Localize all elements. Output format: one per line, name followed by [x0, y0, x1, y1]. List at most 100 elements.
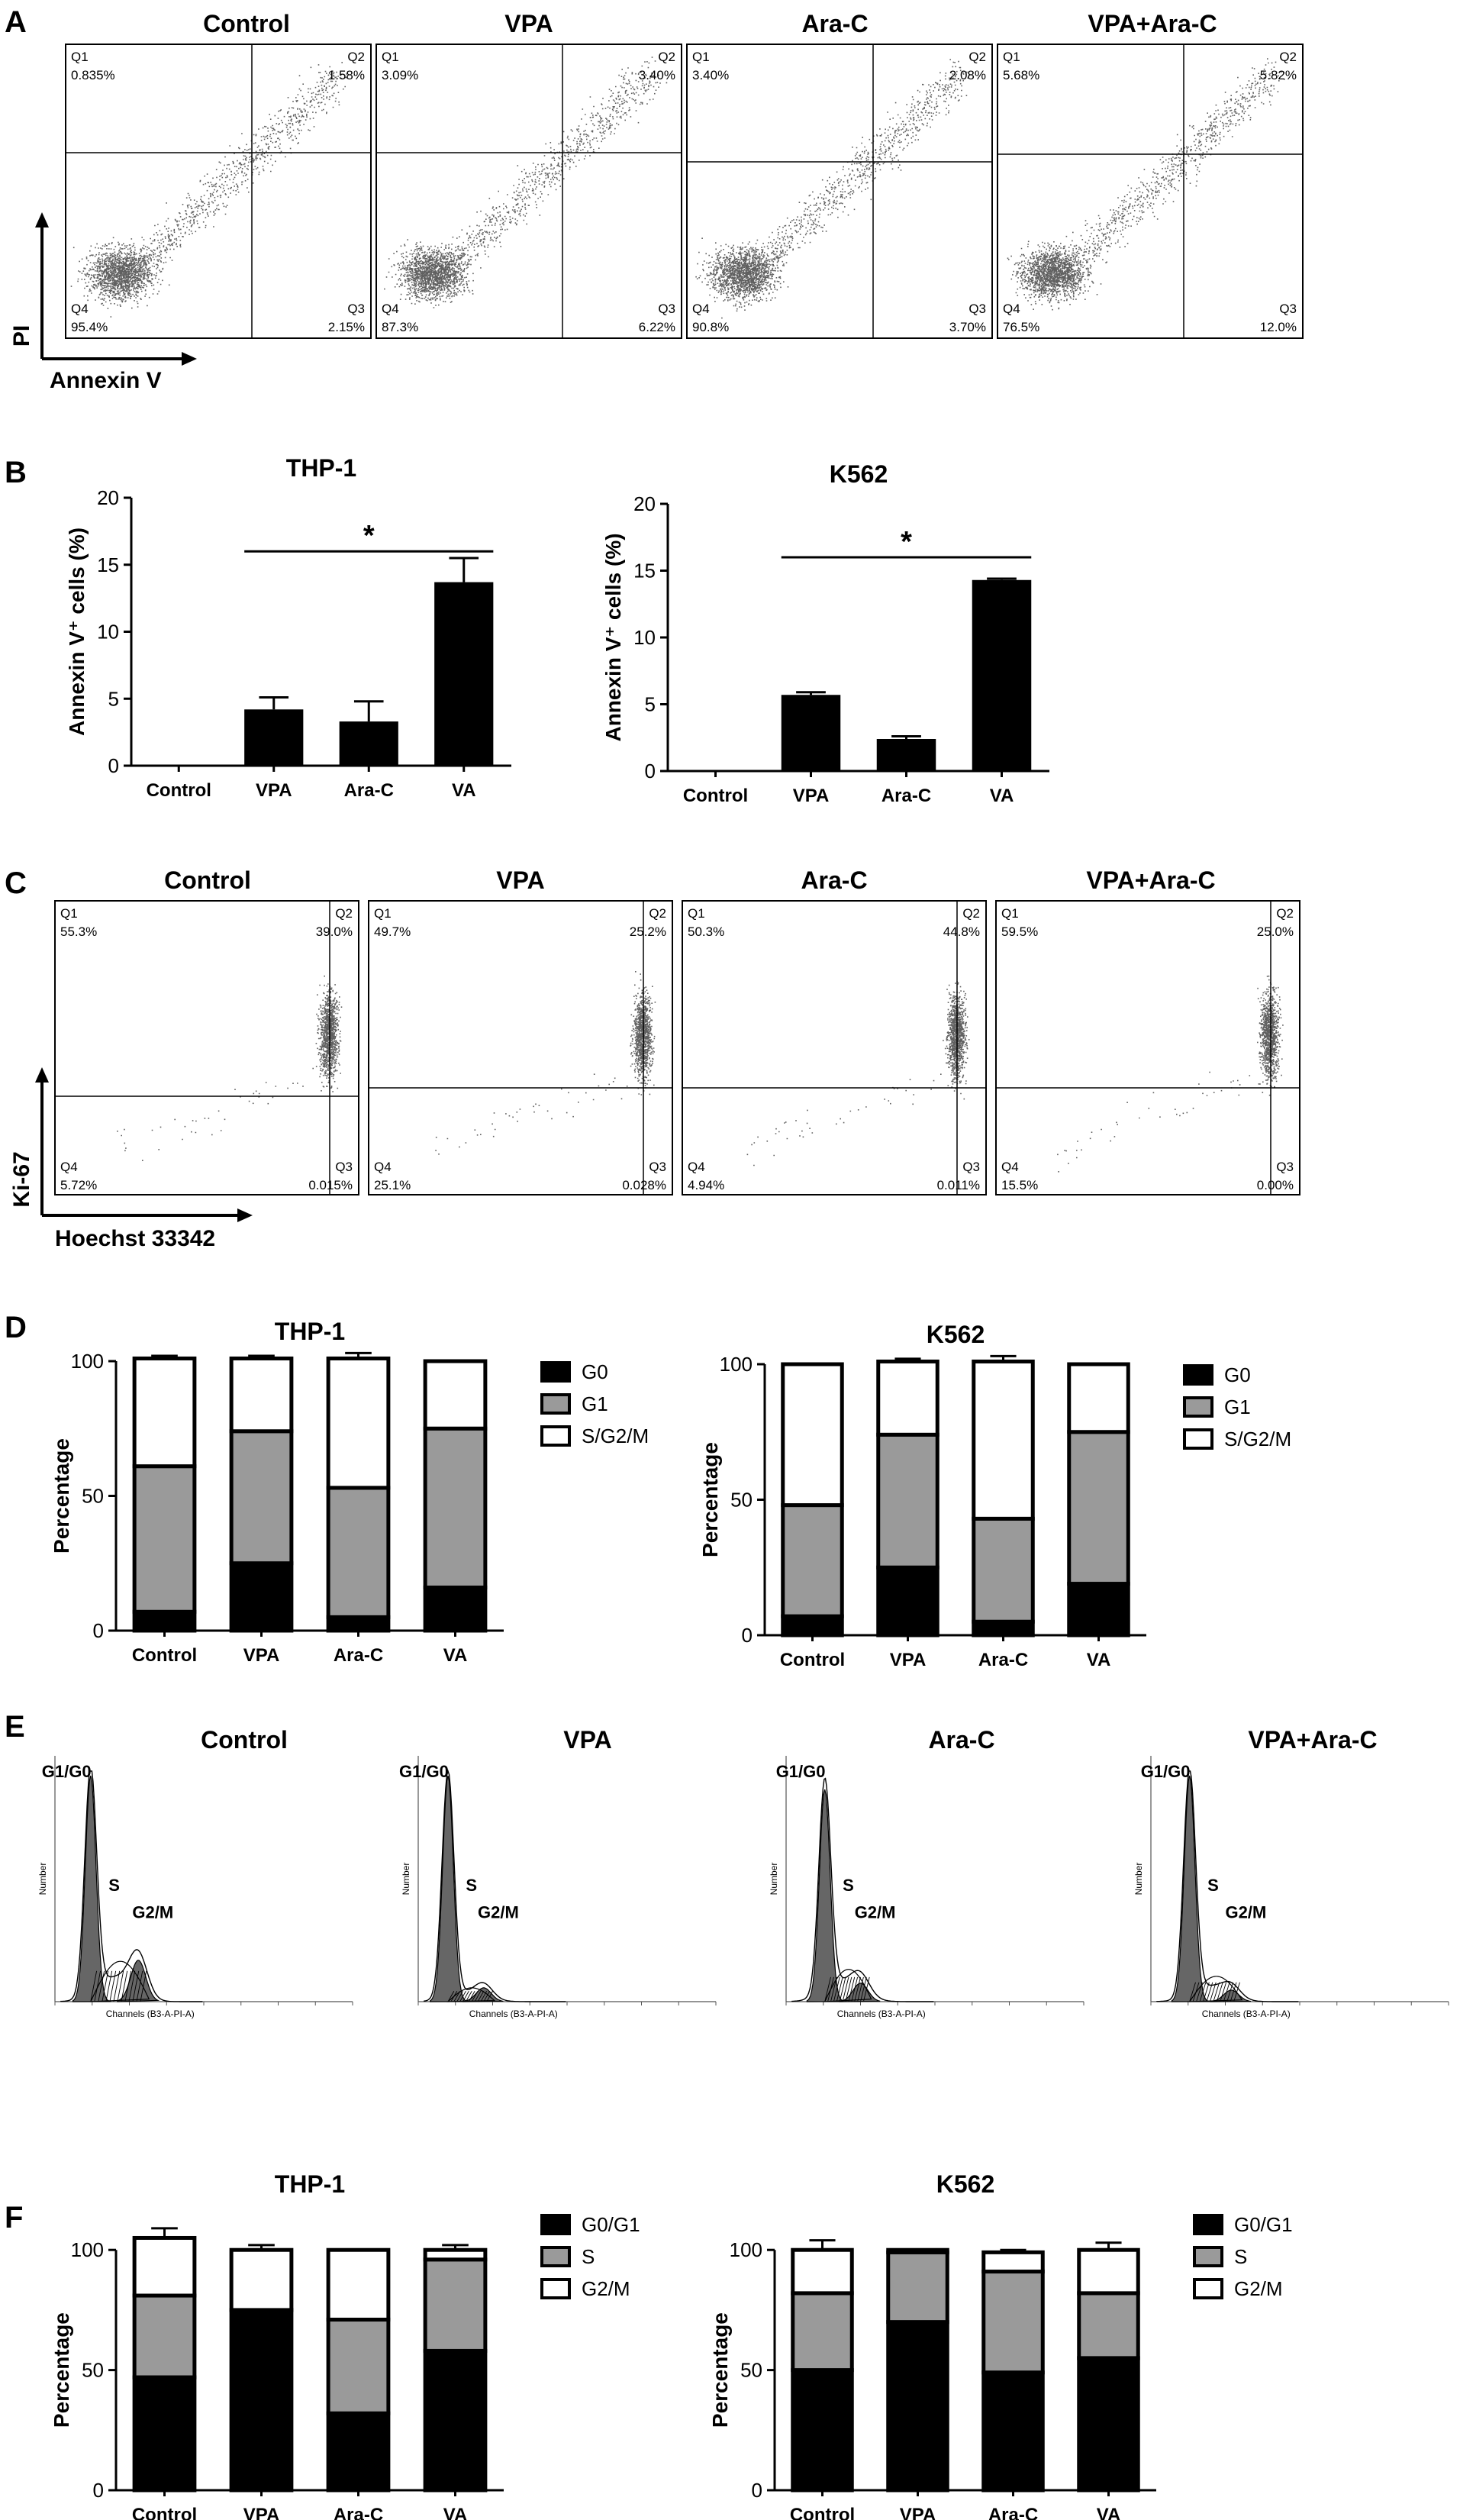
x-tick-label: VPA — [256, 780, 292, 801]
q4-value: 4.94% — [688, 1178, 724, 1192]
stacked-segment — [229, 2247, 294, 2312]
s-phase-hatch — [860, 1976, 867, 2002]
q1-label: Q1 — [1003, 50, 1020, 64]
stacked-segment — [1077, 2356, 1140, 2493]
stacked-segment — [229, 1561, 294, 1633]
x-axis-label-hoechst: Hoechst 33342 — [55, 1226, 215, 1251]
stacked-segment — [326, 1486, 391, 1619]
s-phase-hatch — [833, 1976, 840, 2002]
x-tick-label: VPA — [243, 1645, 280, 1666]
y-tick-label: 10 — [633, 626, 656, 649]
x-tick-label: Ara-C — [334, 1645, 383, 1666]
panel-letter-a: A — [5, 5, 27, 39]
y-tick-label: 0 — [742, 1624, 753, 1647]
stacked-segment — [781, 1614, 844, 1638]
legend-label: S/G2/M — [1224, 1428, 1291, 1450]
g1-peak — [1171, 1775, 1210, 2002]
stacked-segment — [791, 2247, 854, 2296]
panel-letter-d: D — [5, 1311, 27, 1344]
flow-frame — [686, 44, 993, 339]
dot-cloud — [117, 975, 343, 1161]
histogram-envelope — [60, 1770, 203, 2002]
stacked-segment — [229, 1356, 294, 1434]
flow-title: VPA — [496, 866, 544, 894]
chart-title: THP-1 — [275, 1318, 345, 1345]
legend-swatch — [1193, 2214, 1223, 2235]
dot-cloud — [1007, 58, 1285, 311]
stacked-segment — [229, 1429, 294, 1566]
stacked-segment — [132, 2375, 197, 2493]
stacked-segment — [886, 2320, 949, 2493]
s-phase-hatch — [827, 1976, 834, 2002]
label-g1-g0: G1/G0 — [776, 1762, 826, 1781]
q4-value: 87.3% — [382, 320, 418, 334]
stacked-segment — [791, 2291, 854, 2373]
axis-arrows-c: Ki-67 Hoechst 33342 — [9, 1067, 253, 1251]
flow-plot-a-vpa-arac: VPA+Ara-C Q1 5.68% Q2 5.82% Q4 76.5% Q3 … — [997, 10, 1304, 339]
s-phase-hatch — [857, 1976, 864, 2002]
s-phase-hatch — [854, 1976, 861, 2002]
s-phase-hatch — [1203, 1982, 1210, 2002]
panel-f: F THP-1 Percentage 0 50 100 Control VPA Ara-C VA… — [5, 2170, 1293, 2520]
stacked-segment — [791, 2368, 854, 2493]
flow-frame — [997, 44, 1304, 339]
bar — [972, 579, 1032, 771]
y-axis-label: Annexin V⁺ cells (%) — [601, 533, 625, 741]
q4-label: Q4 — [382, 302, 399, 316]
stacked-segment — [781, 1503, 844, 1618]
q1-label: Q1 — [1001, 906, 1019, 921]
q2-label: Q2 — [1279, 50, 1297, 64]
legend-label: G0/G1 — [1234, 2213, 1293, 2236]
s-phase-hatch — [466, 1991, 472, 2002]
y-axis-label-pi: PI — [9, 325, 34, 347]
flow-frame — [995, 900, 1300, 1195]
q3-label: Q3 — [335, 1160, 353, 1174]
legend-label: G2/M — [1234, 2277, 1283, 2300]
s-phase-hatch — [450, 1991, 458, 2002]
stacked-segment — [132, 2235, 197, 2298]
label-s: S — [108, 1876, 120, 1895]
s-phase-hatch — [102, 1970, 109, 2002]
s-phase-hatch — [845, 1976, 852, 2002]
q4-value: 25.1% — [374, 1178, 411, 1192]
histogram-xlabel: Channels (B3-A-PI-A) — [469, 2009, 558, 2019]
panel-d: D THP-1 Percentage 0 50 100 Control VPA Ara-C VA… — [5, 1311, 1291, 1670]
stacked-segment — [132, 1609, 197, 1633]
flow-frame — [368, 900, 673, 1195]
histogram-title: VPA — [563, 1726, 611, 1754]
legend-swatch — [1183, 1428, 1213, 1450]
legend-swatch — [1183, 1364, 1213, 1386]
x-tick-label: VPA — [243, 2505, 280, 2520]
q2-value: 2.08% — [949, 68, 986, 82]
stacked-segment — [132, 2293, 197, 2380]
q2-value: 25.2% — [630, 924, 666, 939]
label-s: S — [843, 1876, 854, 1895]
s-phase-hatch — [468, 1991, 475, 2002]
s-phase-hatch — [136, 1970, 143, 2002]
stacked-segment — [326, 2411, 391, 2493]
stacked-segment — [326, 2318, 391, 2415]
s-phase-hatch — [1220, 1982, 1227, 2002]
q4-value: 76.5% — [1003, 320, 1039, 334]
dot-cloud — [695, 59, 970, 319]
label-g1-g0: G1/G0 — [399, 1762, 449, 1781]
legend-label: G0 — [1224, 1363, 1251, 1386]
chart-title: K562 — [830, 460, 888, 488]
axis-arrows-a: PI Annexin V — [9, 212, 197, 393]
legend-swatch — [540, 2246, 571, 2267]
histogram-title: VPA+Ara-C — [1248, 1726, 1377, 1754]
flow-plot-c-vpa: VPA Q1 49.7% Q2 25.2% Q4 25.1% Q3 0.028% — [368, 866, 673, 1195]
stacked-segment — [423, 1586, 488, 1633]
s-phase-hatch — [1196, 1982, 1203, 2002]
flow-title: Ara-C — [801, 866, 867, 894]
stacked-segment — [326, 1356, 391, 1490]
q1-value: 0.835% — [71, 68, 115, 82]
y-axis-label-ki67: Ki-67 — [9, 1151, 34, 1207]
stacked-segment — [972, 1359, 1035, 1521]
y-tick-label: 50 — [82, 2359, 104, 2382]
flow-title: VPA+Ara-C — [1086, 866, 1215, 894]
s-phase-hatch — [836, 1976, 843, 2002]
q2-label: Q2 — [968, 50, 986, 64]
flow-plot-a-vpa: VPA Q1 3.09% Q2 3.40% Q4 87.3% Q3 6.22% — [375, 10, 682, 339]
s-phase-hatch — [105, 1970, 113, 2002]
